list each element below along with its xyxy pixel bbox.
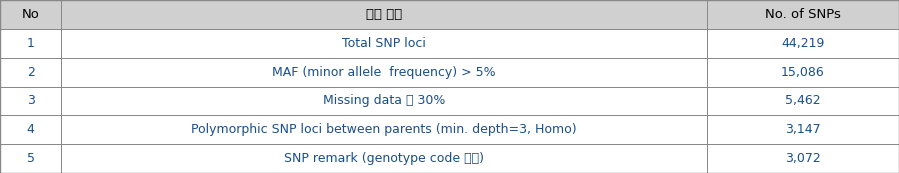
- Bar: [707, 144, 899, 173]
- Text: Missing data ＜ 30%: Missing data ＜ 30%: [323, 94, 445, 107]
- Bar: [61, 29, 707, 58]
- Text: No. of SNPs: No. of SNPs: [765, 8, 841, 21]
- Text: 3,147: 3,147: [785, 123, 821, 136]
- Text: MAF (minor allele  frequency) > 5%: MAF (minor allele frequency) > 5%: [272, 66, 495, 79]
- Text: 2: 2: [27, 66, 34, 79]
- Bar: [61, 0, 707, 29]
- Bar: [0, 115, 61, 144]
- Bar: [707, 29, 899, 58]
- Text: 44,219: 44,219: [781, 37, 824, 50]
- Text: 분석 기준: 분석 기준: [366, 8, 402, 21]
- Bar: [61, 144, 707, 173]
- Bar: [707, 58, 899, 86]
- Bar: [0, 29, 61, 58]
- Text: 4: 4: [27, 123, 34, 136]
- Bar: [0, 144, 61, 173]
- Text: 3: 3: [27, 94, 34, 107]
- Text: Polymorphic SNP loci between parents (min. depth=3, Homo): Polymorphic SNP loci between parents (mi…: [191, 123, 576, 136]
- Bar: [61, 86, 707, 115]
- Bar: [61, 115, 707, 144]
- Text: 5: 5: [27, 152, 34, 165]
- Text: 3,072: 3,072: [785, 152, 821, 165]
- Bar: [0, 0, 61, 29]
- Text: Total SNP loci: Total SNP loci: [342, 37, 426, 50]
- Bar: [707, 86, 899, 115]
- Text: No: No: [22, 8, 40, 21]
- Text: 1: 1: [27, 37, 34, 50]
- Bar: [0, 86, 61, 115]
- Text: 15,086: 15,086: [781, 66, 824, 79]
- Bar: [707, 115, 899, 144]
- Text: 5,462: 5,462: [785, 94, 821, 107]
- Bar: [0, 58, 61, 86]
- Bar: [707, 0, 899, 29]
- Text: SNP remark (genotype code 변환): SNP remark (genotype code 변환): [284, 152, 484, 165]
- Bar: [61, 58, 707, 86]
